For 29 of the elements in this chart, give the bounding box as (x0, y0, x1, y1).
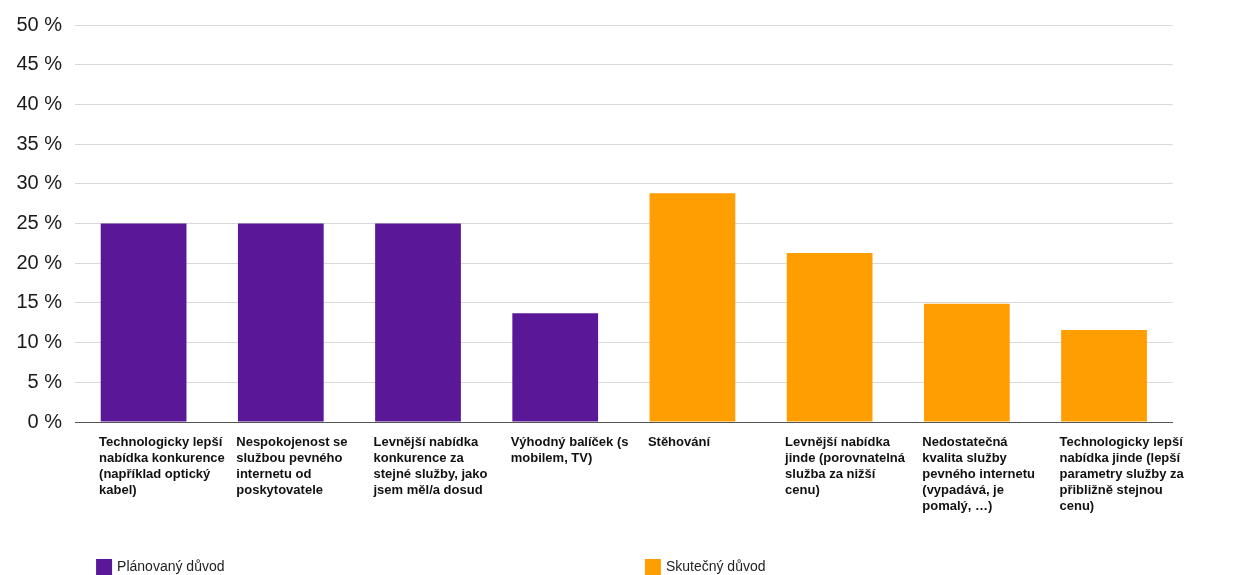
legend-label: Skutečný důvod (665, 557, 766, 574)
x-tick-label: Stěhování (647, 433, 711, 449)
x-tick-label: Nespokojenost se službou pevného internetu od poskytovatele (236, 433, 348, 497)
x-tick-label: Technologicky lepší nabídka jinde (lepší parametry služby za přibližně stejnou cenu) (1059, 433, 1185, 513)
x-tick-label: Levnější nabídka jinde (porovnatelná služba za nižší cenu) (784, 433, 906, 497)
y-tick-label: 5 % (27, 369, 63, 392)
bar (649, 193, 736, 422)
bar (923, 303, 1010, 422)
y-tick-label: 20 % (16, 250, 63, 273)
bar (375, 223, 461, 422)
x-tick-label: Technologicky lepší nabídka konkurence (například optický kabel) (99, 433, 225, 497)
y-tick-label: 30 % (16, 171, 63, 194)
y-tick-label: 25 % (16, 211, 63, 234)
bar (100, 223, 187, 422)
x-tick-label: Výhodný balíček (s mobilem, TV) (510, 433, 629, 465)
y-tick-label: 50 % (16, 12, 63, 35)
y-tick-label: 45 % (16, 52, 63, 75)
x-tick-label: Nedostatečná kvalita služby pevného internetu (vypadává, je pomalý, …) (922, 433, 1036, 513)
y-tick-label: 0 % (27, 409, 63, 432)
x-tick-label: Levnější nabídka konkurence za stejné služby, jako jsem měl/a dosud (372, 433, 488, 497)
y-tick-label: 10 % (16, 330, 63, 353)
bar (237, 223, 324, 422)
y-tick-label: 15 % (16, 290, 63, 313)
bar (1061, 329, 1147, 422)
legend-label: Plánovaný důvod (117, 557, 225, 574)
y-tick-label: 35 % (16, 131, 63, 154)
bar (512, 313, 599, 422)
y-tick-label: 40 % (16, 91, 63, 114)
bar (786, 252, 873, 422)
